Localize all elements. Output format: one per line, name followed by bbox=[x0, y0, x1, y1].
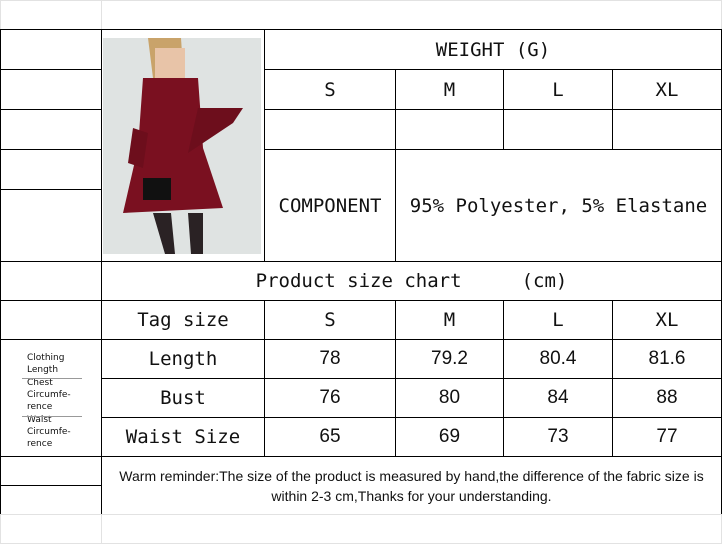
cell bbox=[0, 29, 102, 70]
cell-value: 81.6 bbox=[612, 339, 722, 379]
cell-value: 78 bbox=[264, 339, 396, 379]
component-label: COMPONENT bbox=[264, 149, 396, 262]
cell-value: 77 bbox=[612, 417, 722, 457]
grid-cell bbox=[101, 514, 722, 544]
component-value: 95% Polyester, 5% Elastane bbox=[395, 149, 722, 262]
weight-value bbox=[503, 109, 613, 150]
cell-value: 80.4 bbox=[503, 339, 613, 379]
cell bbox=[0, 339, 102, 457]
tag-size-label: Tag size bbox=[101, 300, 265, 340]
weight-value bbox=[395, 109, 504, 150]
size-xl: XL bbox=[612, 300, 722, 340]
cell-value: 69 bbox=[395, 417, 504, 457]
cell-value: 88 bbox=[612, 378, 722, 418]
side-label-chest: Chest Circumfe- rence bbox=[27, 378, 71, 412]
weight-size-l: L bbox=[503, 69, 613, 110]
weight-size-m: M bbox=[395, 69, 504, 110]
size-m: M bbox=[395, 300, 504, 340]
side-label-waist: Waist Circumfe- rence bbox=[27, 415, 71, 449]
size-l: L bbox=[503, 300, 613, 340]
cell bbox=[0, 485, 102, 515]
grid-cell bbox=[101, 0, 722, 30]
weight-value bbox=[264, 109, 396, 150]
cell-value: 76 bbox=[264, 378, 396, 418]
cell bbox=[0, 300, 102, 340]
weight-value bbox=[612, 109, 722, 150]
row-label-length: Length bbox=[101, 339, 265, 379]
cell bbox=[0, 149, 102, 190]
cell bbox=[0, 456, 102, 486]
weight-size-s: S bbox=[264, 69, 396, 110]
product-photo bbox=[103, 38, 261, 254]
cell-value: 73 bbox=[503, 417, 613, 457]
grid-cell bbox=[0, 0, 102, 30]
cell-value: 80 bbox=[395, 378, 504, 418]
size-chart-title: Product size chart (cm) bbox=[101, 261, 722, 301]
cell-value: 79.2 bbox=[395, 339, 504, 379]
cell bbox=[0, 69, 102, 110]
cell bbox=[0, 261, 102, 301]
cell-value: 65 bbox=[264, 417, 396, 457]
cell bbox=[0, 109, 102, 150]
cell-value: 84 bbox=[503, 378, 613, 418]
row-label-waist: Waist Size bbox=[101, 417, 265, 457]
cell bbox=[0, 189, 102, 262]
warm-reminder: Warm reminder:The size of the product is… bbox=[101, 456, 722, 515]
grid-cell bbox=[0, 514, 102, 544]
size-s: S bbox=[264, 300, 396, 340]
row-label-bust: Bust bbox=[101, 378, 265, 418]
weight-title: WEIGHT (G) bbox=[264, 29, 722, 70]
side-label-length: Clothing Length bbox=[27, 353, 65, 375]
chart-title: Product size chart bbox=[255, 270, 462, 292]
weight-size-xl: XL bbox=[612, 69, 722, 110]
chart-unit: (cm) bbox=[521, 270, 568, 292]
